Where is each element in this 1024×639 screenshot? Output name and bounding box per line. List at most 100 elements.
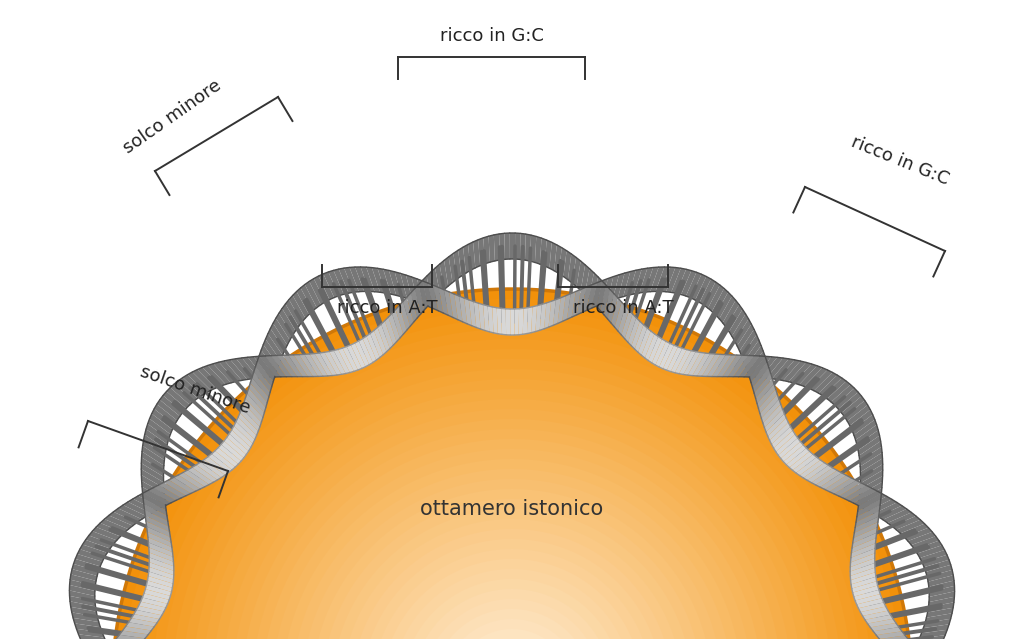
Polygon shape [842, 396, 864, 417]
Polygon shape [70, 601, 96, 612]
Polygon shape [850, 410, 872, 430]
Polygon shape [867, 619, 896, 627]
Polygon shape [147, 576, 173, 588]
Polygon shape [221, 441, 244, 461]
Polygon shape [648, 337, 663, 363]
Polygon shape [231, 426, 253, 447]
Polygon shape [857, 598, 884, 608]
Polygon shape [193, 465, 217, 482]
Polygon shape [607, 294, 617, 323]
Polygon shape [883, 509, 911, 523]
Polygon shape [777, 360, 801, 381]
Polygon shape [851, 543, 876, 558]
Polygon shape [244, 399, 263, 422]
Polygon shape [339, 268, 353, 293]
Polygon shape [412, 277, 423, 304]
Polygon shape [432, 609, 592, 639]
Polygon shape [141, 469, 164, 488]
Polygon shape [170, 384, 194, 405]
Polygon shape [252, 429, 772, 639]
Polygon shape [464, 298, 472, 326]
Polygon shape [738, 356, 760, 377]
Polygon shape [452, 629, 572, 639]
Polygon shape [193, 369, 831, 639]
Polygon shape [70, 585, 95, 596]
Polygon shape [716, 292, 732, 319]
Polygon shape [187, 467, 213, 484]
Polygon shape [454, 250, 462, 279]
Polygon shape [880, 636, 908, 639]
Polygon shape [663, 345, 678, 370]
Polygon shape [855, 594, 882, 604]
Polygon shape [761, 357, 783, 378]
Polygon shape [660, 267, 676, 292]
Polygon shape [301, 284, 316, 311]
Polygon shape [202, 379, 822, 639]
Polygon shape [788, 362, 812, 383]
Polygon shape [844, 486, 871, 501]
Polygon shape [302, 479, 722, 639]
Polygon shape [162, 339, 862, 639]
Polygon shape [174, 381, 198, 401]
Polygon shape [208, 364, 231, 385]
Polygon shape [142, 446, 165, 466]
Polygon shape [849, 488, 877, 503]
Polygon shape [433, 285, 443, 313]
Polygon shape [392, 309, 403, 338]
Polygon shape [545, 240, 552, 268]
Polygon shape [237, 358, 258, 379]
Polygon shape [155, 404, 177, 425]
Polygon shape [767, 358, 788, 379]
Polygon shape [773, 431, 796, 452]
Polygon shape [150, 562, 174, 575]
Polygon shape [760, 394, 779, 419]
Polygon shape [203, 366, 225, 386]
Polygon shape [388, 313, 399, 342]
Polygon shape [600, 285, 610, 315]
Polygon shape [146, 521, 170, 537]
Polygon shape [438, 288, 449, 315]
Polygon shape [690, 274, 707, 300]
Polygon shape [435, 264, 444, 294]
Polygon shape [148, 567, 174, 580]
Polygon shape [863, 497, 892, 511]
Polygon shape [318, 274, 334, 300]
Polygon shape [562, 294, 570, 321]
Polygon shape [750, 357, 767, 383]
Polygon shape [722, 355, 742, 376]
Polygon shape [279, 309, 296, 335]
Polygon shape [395, 305, 407, 334]
Polygon shape [908, 532, 936, 545]
Polygon shape [255, 361, 273, 387]
Polygon shape [370, 330, 383, 358]
Polygon shape [780, 442, 803, 461]
Polygon shape [412, 589, 612, 639]
Polygon shape [540, 238, 547, 266]
Polygon shape [827, 381, 850, 402]
Polygon shape [888, 512, 915, 527]
Polygon shape [183, 374, 206, 396]
Polygon shape [355, 267, 370, 291]
Polygon shape [659, 343, 674, 369]
Polygon shape [271, 355, 292, 377]
Polygon shape [193, 369, 216, 390]
Polygon shape [148, 548, 173, 562]
Polygon shape [163, 392, 186, 412]
Polygon shape [145, 585, 171, 596]
Polygon shape [212, 389, 812, 639]
Polygon shape [525, 234, 531, 261]
Polygon shape [138, 493, 166, 508]
Polygon shape [924, 560, 950, 572]
Polygon shape [372, 268, 385, 293]
Polygon shape [116, 635, 145, 639]
Polygon shape [676, 269, 691, 295]
Polygon shape [449, 254, 457, 282]
Text: ottamero istonico: ottamero istonico [421, 499, 603, 519]
Polygon shape [455, 294, 463, 322]
Polygon shape [141, 458, 164, 477]
Polygon shape [728, 355, 748, 376]
Polygon shape [242, 419, 782, 639]
Polygon shape [549, 300, 556, 327]
Polygon shape [527, 307, 532, 334]
Polygon shape [571, 289, 581, 317]
